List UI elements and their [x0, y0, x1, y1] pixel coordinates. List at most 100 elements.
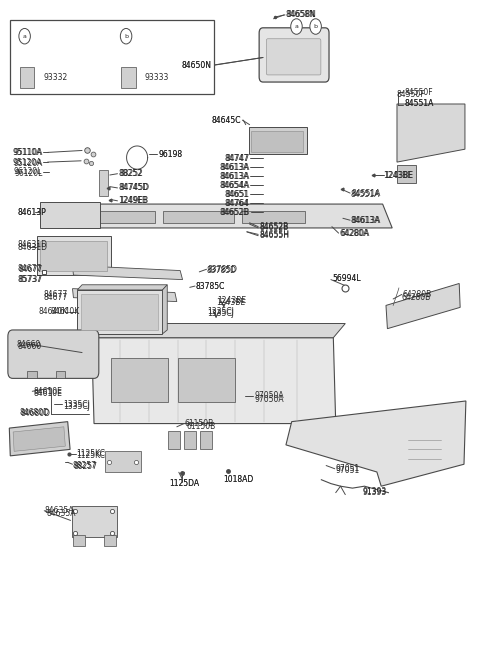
Text: 84635A: 84635A [46, 509, 76, 518]
Text: 84654A: 84654A [220, 181, 250, 190]
Text: 84677: 84677 [19, 265, 43, 274]
Text: 84652B: 84652B [219, 208, 249, 217]
Bar [84, 210, 156, 223]
Text: 64280B: 64280B [403, 290, 432, 299]
Polygon shape [9, 422, 70, 456]
Bar [111, 358, 168, 402]
Text: 97051: 97051 [336, 466, 360, 475]
Text: 1018AD: 1018AD [223, 476, 253, 484]
Text: 84652B: 84652B [259, 222, 288, 231]
Bar [104, 534, 116, 546]
Text: 96120L: 96120L [14, 170, 43, 178]
Text: 1335CJ: 1335CJ [63, 402, 90, 411]
Bar [56, 371, 65, 378]
Text: 84747: 84747 [224, 154, 249, 163]
Text: 84677: 84677 [44, 293, 68, 302]
Text: 97051: 97051 [336, 465, 360, 473]
Polygon shape [397, 104, 465, 162]
Text: 64280A: 64280A [340, 228, 370, 237]
Text: b: b [313, 24, 318, 29]
Circle shape [310, 19, 322, 34]
Text: 96198: 96198 [158, 150, 183, 159]
Text: 84655H: 84655H [259, 230, 289, 239]
Text: 84650N: 84650N [181, 61, 211, 70]
Text: 85737: 85737 [18, 275, 42, 284]
Text: 84550F: 84550F [397, 90, 426, 99]
Text: 84613A: 84613A [350, 215, 380, 225]
Text: 84550F: 84550F [404, 88, 433, 97]
Text: 84551A: 84551A [404, 100, 433, 109]
Bar [249, 127, 307, 155]
Bar [36, 236, 111, 275]
Text: 1243BE: 1243BE [384, 171, 414, 179]
Text: 84764: 84764 [225, 199, 250, 208]
Text: 84745D: 84745D [120, 183, 149, 192]
Text: 91393: 91393 [362, 488, 386, 497]
Text: 84645C: 84645C [212, 116, 241, 125]
Text: 84660: 84660 [16, 340, 41, 349]
Text: 93333: 93333 [144, 73, 168, 82]
Bar [77, 290, 162, 334]
Bar [81, 294, 157, 330]
Text: 97050A: 97050A [254, 391, 284, 400]
Text: 84654A: 84654A [219, 181, 249, 190]
Circle shape [19, 28, 30, 44]
Text: 84610E: 84610E [33, 387, 62, 396]
Circle shape [120, 28, 132, 44]
Bar [20, 67, 34, 88]
Text: 84655H: 84655H [259, 231, 289, 240]
Polygon shape [67, 204, 392, 228]
Text: 1243BE: 1243BE [216, 298, 245, 307]
Text: 84610E: 84610E [33, 389, 62, 398]
Text: 84640K: 84640K [51, 307, 80, 316]
Text: 96120L: 96120L [13, 168, 42, 176]
Text: 95110A: 95110A [13, 148, 43, 157]
Text: 88257: 88257 [73, 463, 97, 471]
Bar [168, 432, 180, 450]
Bar [105, 452, 141, 472]
Text: 1243BE: 1243BE [384, 171, 413, 179]
Text: 84658N: 84658N [287, 10, 316, 19]
Text: a: a [295, 24, 299, 29]
Text: 1125DA: 1125DA [169, 479, 199, 488]
Bar [72, 505, 117, 536]
Polygon shape [386, 283, 460, 329]
Text: 95120A: 95120A [13, 159, 43, 168]
Text: 88252: 88252 [120, 170, 143, 178]
Text: 84651: 84651 [226, 190, 250, 199]
Bar [200, 432, 212, 450]
Text: 83785C: 83785C [196, 281, 225, 291]
Text: 84652B: 84652B [259, 223, 288, 232]
Text: 88252: 88252 [119, 170, 142, 178]
Text: 83785C: 83785C [196, 281, 225, 291]
Bar [252, 131, 303, 152]
Text: 84650N: 84650N [181, 61, 211, 70]
Text: 84551A: 84551A [351, 188, 381, 197]
Polygon shape [92, 338, 336, 424]
Bar [10, 20, 214, 94]
Text: 84652B: 84652B [220, 208, 250, 217]
Text: 97050A: 97050A [254, 395, 284, 404]
Text: 84640K: 84640K [38, 307, 68, 316]
Bar [163, 210, 234, 223]
Text: 83785D: 83785D [206, 266, 237, 275]
Text: 84680D: 84680D [21, 410, 51, 419]
Text: 1335CJ: 1335CJ [207, 309, 234, 318]
Text: 84551A: 84551A [350, 190, 380, 199]
Text: 84613A: 84613A [220, 163, 250, 171]
Text: 84613A: 84613A [219, 163, 249, 171]
Text: 93332: 93332 [44, 73, 68, 82]
Text: 64280B: 64280B [402, 293, 431, 302]
Circle shape [291, 19, 302, 34]
Bar [178, 358, 235, 402]
Text: 1243BE: 1243BE [217, 296, 246, 305]
Polygon shape [162, 285, 167, 334]
Text: 84745D: 84745D [119, 183, 148, 192]
Text: 1249EB: 1249EB [120, 196, 148, 205]
Text: 56994L: 56994L [332, 274, 360, 283]
Bar [40, 241, 107, 270]
Polygon shape [92, 324, 345, 338]
Text: 61150B: 61150B [185, 419, 214, 428]
Text: 84651: 84651 [225, 190, 249, 199]
Text: 84747: 84747 [225, 154, 250, 163]
